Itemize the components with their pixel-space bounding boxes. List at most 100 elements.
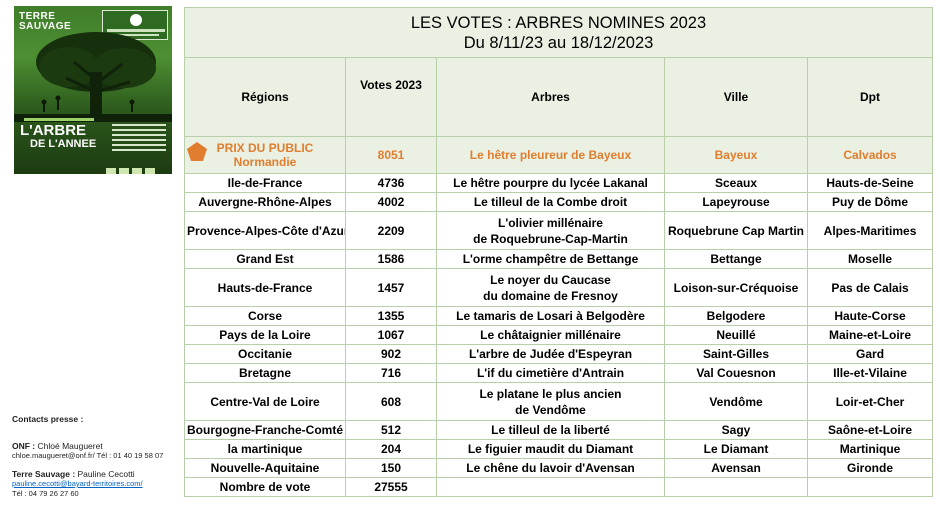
arbre-line1: Le châtaignier millénaire [480,328,621,342]
arbre-line1: Le tilleul de la liberté [491,423,610,437]
dpt-cell: Ille-et-Vilaine [806,363,934,383]
region-cell: Occitanie [184,344,346,364]
table-title-line1: LES VOTES : ARBRES NOMINES 2023 [410,13,707,32]
ville-cell: Sagy [664,420,808,440]
pentagon-star-icon [186,142,207,161]
ville-cell: Neuillé [664,325,808,345]
votes-cell: 1067 [345,325,437,345]
onf-contact: ONF : Chloé Maugueret [12,441,103,451]
region-cell: Ile-de-France [184,173,346,193]
prize-ville: Bayeux [664,136,808,174]
arbre-line1: L'olivier millénaire [498,215,603,230]
contacts-heading: Contacts presse : [12,414,84,424]
arbre-cell: L'arbre de Judée d'Espeyran [436,344,665,364]
arbre-line1: L'orme champêtre de Bettange [462,252,639,266]
poster-title: L'ARBRE DE L'ANNEE [20,122,97,150]
votes-cell: 4002 [345,192,437,212]
dpt-cell: Alpes-Maritimes [806,211,934,250]
total-row: Nombre de vote 27555 [184,477,934,497]
arbre-cell: L'orme champêtre de Bettange [436,249,665,269]
votes-cell: 4736 [345,173,437,193]
table-row: Bretagne 716 L'if du cimetière d'Antrain Va… [184,363,934,383]
total-label: Nombre de vote [184,477,346,497]
arbre-cell: L'olivier millénaire de Roquebrune-Cap-Ma… [436,211,665,250]
arbre-cell: Le tamaris de Losari à Belgodère [436,306,665,326]
dpt-cell: Hauts-de-Seine [806,173,934,193]
dpt-cell: Gironde [806,458,934,478]
votes-cell: 1457 [345,268,437,307]
header-votes: Votes 2023 [345,57,437,137]
empty-cell [806,477,934,497]
prize-dpt: Calvados [806,136,934,174]
arbre-line1: L'arbre de Judée d'Espeyran [468,347,633,361]
arbre-line1: Le hêtre pourpre du lycée Lakanal [453,176,648,190]
region-cell: Bretagne [184,363,346,383]
arbre-line2: de Roquebrune-Cap-Martin [473,231,628,246]
ville-cell: Avensan [664,458,808,478]
dpt-cell: Saône-et-Loire [806,420,934,440]
empty-cell [664,477,808,497]
onf-contact-line: chloe.maugueret@onf.fr/ Tél : 01 40 19 5… [12,451,164,460]
table-row: Nouvelle-Aquitaine 150 Le chêne du lavoir … [184,458,934,478]
arbre-line2: du domaine de Fresnoy [483,288,618,303]
region-cell: Nouvelle-Aquitaine [184,458,346,478]
region-cell: Corse [184,306,346,326]
empty-cell [436,477,665,497]
arbre-cell: L'if du cimetière d'Antrain [436,363,665,383]
dpt-cell: Pas de Calais [806,268,934,307]
dpt-cell: Moselle [806,249,934,269]
terre-sauvage-phone: Tél : 04 79 26 27 60 [12,489,79,498]
poster-subtitle-bar [24,118,94,121]
table-row: Auvergne-Rhône-Alpes 4002 Le tilleul de la… [184,192,934,212]
ville-cell: Belgodere [664,306,808,326]
total-value: 27555 [345,477,437,497]
ville-cell: Bettange [664,249,808,269]
votes-cell: 204 [345,439,437,459]
table-row: Hauts-de-France 1457 Le noyer du Caucase du… [184,268,934,307]
votes-cell: 512 [345,420,437,440]
poster-info-text [112,124,166,154]
votes-cell: 902 [345,344,437,364]
arbre-cell: Le tilleul de la Combe droit [436,192,665,212]
header-dpt: Dpt [806,57,934,137]
table-row: Provence-Alpes-Côte d'Azur 2209 L'olivier … [184,211,934,250]
arbre-line1: Le chêne du lavoir d'Avensan [466,461,635,475]
votes-cell: 1355 [345,306,437,326]
tree-illustration [14,32,172,122]
votes-cell: 150 [345,458,437,478]
prize-region-cell: PRIX DU PUBLIC Normandie [184,136,346,174]
table-row: Corse 1355 Le tamaris de Losari à Belgodèr… [184,306,934,326]
arbre-line1: Le platane le plus ancien [479,386,622,401]
region-cell: Pays de la Loire [184,325,346,345]
arbre-line1: L'if du cimetière d'Antrain [476,366,625,380]
region-cell: Centre-Val de Loire [184,382,346,421]
dpt-cell: Martinique [806,439,934,459]
table-title: LES VOTES : ARBRES NOMINES 2023 Du 8/11/… [183,7,934,58]
arbre-line1: Le tamaris de Losari à Belgodère [456,309,645,323]
table-title-line2: Du 8/11/23 au 18/12/2023 [463,33,654,52]
votes-cell: 608 [345,382,437,421]
arbre-line1: Le tilleul de la Combe droit [473,195,628,209]
prize-region: Normandie [233,155,297,169]
arbre-cell: Le châtaignier millénaire [436,325,665,345]
table-row: Grand Est 1586 L'orme champêtre de Bettang… [184,249,934,269]
table-row: Occitanie 902 L'arbre de Judée d'Espeyran S… [184,344,934,364]
table-row: Ile-de-France 4736 Le hêtre pourpre du lyc… [184,173,934,193]
dpt-cell: Puy de Dôme [806,192,934,212]
region-cell: la martinique [184,439,346,459]
terre-sauvage-contact: Terre Sauvage : Pauline Cecotti [12,469,135,479]
arbre-cell: Le noyer du Caucase du domaine de Fresnoy [436,268,665,307]
header-ville: Ville [664,57,808,137]
votes-cell: 2209 [345,211,437,250]
table-row: Centre-Val de Loire 608 Le platane le plus… [184,382,934,421]
region-cell: Grand Est [184,249,346,269]
ville-cell: Sceaux [664,173,808,193]
region-cell: Auvergne-Rhône-Alpes [184,192,346,212]
table-row: Bourgogne-Franche-Comté 512 Le tilleul de … [184,420,934,440]
terre-sauvage-email-link[interactable]: pauline.cecotti@bayard-territoires.com/ [12,479,143,488]
ville-cell: Vendôme [664,382,808,421]
ville-cell: Saint-Gilles [664,344,808,364]
prize-label: PRIX DU PUBLIC [216,141,314,155]
table-row: la martinique 204 Le figuier maudit du Dia… [184,439,934,459]
partner-logos [106,161,158,174]
